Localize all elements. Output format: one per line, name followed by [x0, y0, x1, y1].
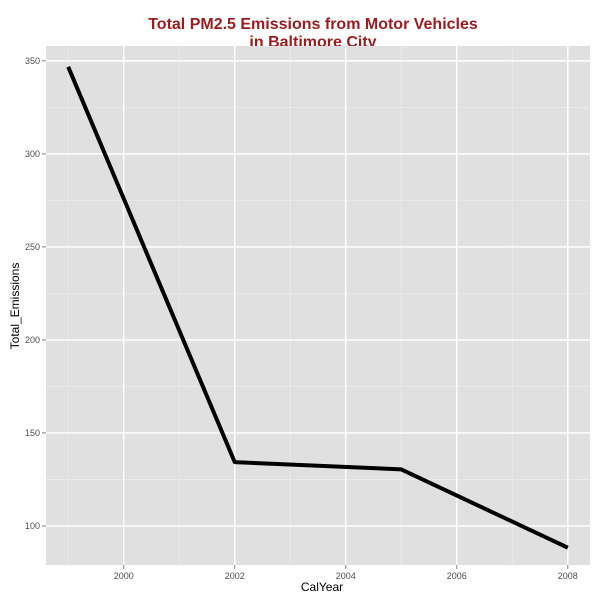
series-layer: [66, 66, 569, 550]
series-line: [66, 66, 569, 550]
chart-title: Total PM2.5 Emissions from Motor Vehicle…: [148, 16, 478, 33]
y-tick-label: 200: [25, 335, 40, 345]
x-axis-ticks: 2000 2002 2004 2006 2008: [114, 565, 578, 581]
x-tick-label: 2002: [225, 571, 245, 581]
x-tick-label: 2008: [558, 571, 578, 581]
x-axis-label: CalYear: [301, 580, 343, 594]
y-tick-label: 300: [25, 149, 40, 159]
x-tick-label: 2000: [114, 571, 134, 581]
y-tick-label: 250: [25, 242, 40, 252]
y-axis-label: Total_Emissions: [8, 263, 22, 350]
y-tick-label: 100: [25, 521, 40, 531]
y-axis-ticks: 100 150 200 250 300 350: [25, 56, 46, 531]
major-gridlines: [46, 46, 590, 565]
y-tick-label: 350: [25, 56, 40, 66]
x-tick-label: 2004: [336, 571, 356, 581]
y-tick-label: 150: [25, 428, 40, 438]
plot-panel: [46, 46, 590, 565]
minor-gridlines: [46, 46, 590, 565]
x-tick-label: 2006: [447, 571, 467, 581]
